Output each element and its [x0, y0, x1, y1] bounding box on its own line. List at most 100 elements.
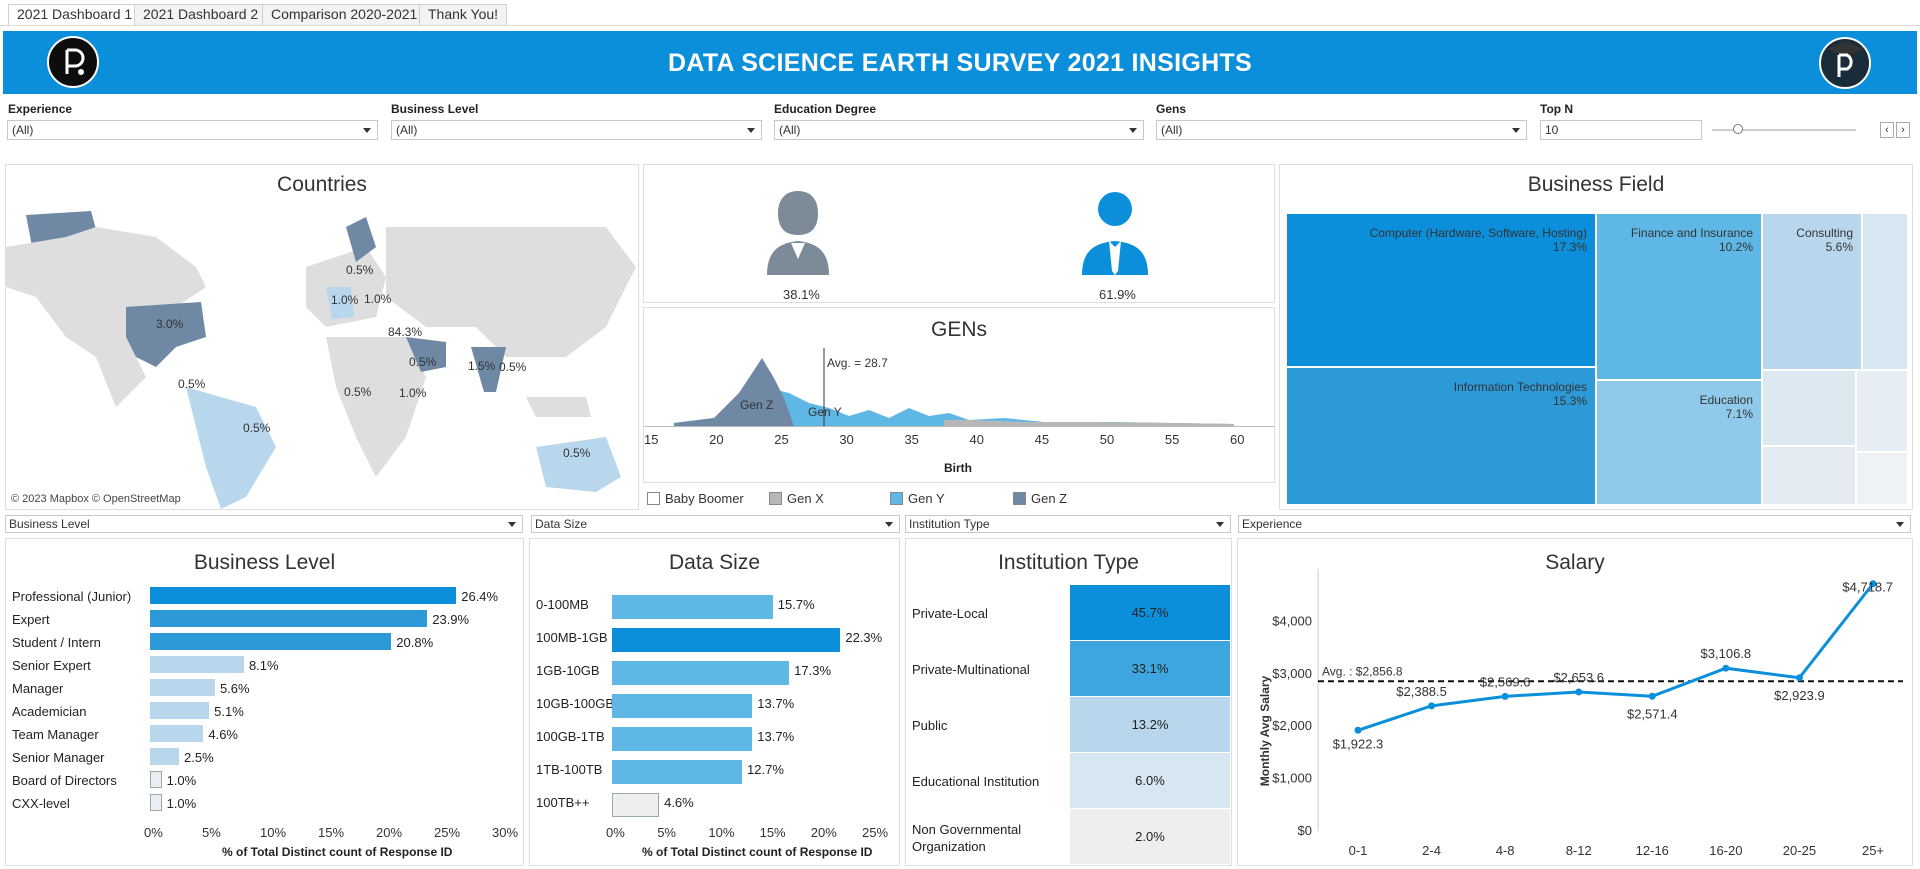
top-n-prev-button[interactable]: ‹ — [1880, 122, 1894, 138]
salary-xtick-label: 12-16 — [1636, 843, 1669, 858]
axis-tick-label: 15% — [318, 825, 345, 840]
bar[interactable] — [150, 633, 392, 650]
legend-swatch-gen-y[interactable] — [890, 492, 903, 505]
treemap-cell[interactable] — [1856, 370, 1908, 452]
treemap-cell[interactable] — [1762, 370, 1856, 446]
tab-comparison[interactable]: Comparison 2020-2021 — [262, 4, 427, 25]
tab-thank-you[interactable]: Thank You! — [419, 4, 508, 25]
legend-gen-x[interactable]: Gen X — [787, 491, 824, 506]
treemap-cell[interactable] — [1856, 452, 1908, 505]
legend-baby-boomer[interactable]: Baby Boomer — [665, 491, 744, 506]
treemap-computer-label: Computer (Hardware, Software, Hosting) 17… — [1369, 226, 1587, 254]
business-field-title: Business Field — [1527, 173, 1665, 196]
institution-cell[interactable] — [1070, 585, 1230, 641]
map-label-australia: 0.5% — [563, 446, 591, 460]
salary-point[interactable] — [1428, 702, 1436, 710]
gens-tick-label: 45 — [1034, 432, 1050, 447]
bar-value-label: 15.7% — [777, 597, 815, 612]
gens-xlabel: Birth — [944, 461, 972, 475]
filter-business-level-label: Business Level — [391, 102, 479, 116]
map-label: 0.5% — [409, 355, 437, 369]
bar-value-label: 4.6% — [664, 795, 694, 810]
bar[interactable] — [612, 661, 790, 685]
filter-education-dropdown[interactable]: (All) — [774, 120, 1144, 140]
business-level-selector[interactable]: Business Level — [5, 515, 523, 533]
data-size-selector[interactable]: Data Size — [531, 515, 900, 533]
salary-line-chart[interactable]: $0 $1,000 $2,000 $3,000 $4,000 0-1 2-4 4-8 8-12 1… — [1238, 539, 1914, 867]
bar[interactable] — [612, 595, 773, 619]
bar-category-label: Academician — [12, 704, 87, 719]
bar[interactable] — [612, 727, 753, 751]
bar[interactable] — [150, 587, 457, 604]
treemap-information-technologies[interactable]: Information Technologies 15.3% — [1286, 367, 1596, 505]
experience-selector[interactable]: Experience — [1238, 515, 1911, 533]
gens-tick-label: 55 — [1164, 432, 1180, 447]
bar[interactable] — [612, 793, 660, 817]
bar[interactable] — [150, 794, 162, 811]
bar[interactable] — [150, 679, 215, 696]
treemap-computer[interactable]: Computer (Hardware, Software, Hosting) 17… — [1286, 213, 1596, 367]
bar[interactable] — [150, 656, 244, 673]
tab-2021-dashboard-1[interactable]: 2021 Dashboard 1 — [8, 4, 142, 25]
gens-area-chart[interactable] — [644, 348, 1274, 428]
treemap-consulting[interactable]: Consulting 5.6% — [1762, 213, 1862, 370]
treemap-cell[interactable] — [1862, 213, 1908, 370]
top-n-value: 10 — [1545, 123, 1559, 137]
institution-cell[interactable] — [1070, 697, 1230, 753]
treemap-education[interactable]: Education 7.1% — [1596, 380, 1762, 505]
salary-point[interactable] — [1869, 580, 1877, 588]
filter-experience-label: Experience — [8, 102, 73, 116]
countries-panel: Countries 3.0% 0.5% 1.0% 1.0% 0.5% 84.3%… — [5, 164, 639, 510]
legend-swatch-baby-boomer[interactable] — [647, 492, 660, 505]
tab-2021-dashboard-2[interactable]: 2021 Dashboard 2 — [134, 4, 268, 25]
legend-gen-z[interactable]: Gen Z — [1031, 491, 1068, 506]
bar[interactable] — [612, 760, 743, 784]
top-n-slider-track[interactable] — [1712, 129, 1856, 131]
salary-ytick-label: $2,000 — [1272, 718, 1312, 733]
institution-cell[interactable] — [1070, 753, 1230, 809]
salary-point[interactable] — [1722, 664, 1730, 672]
salary-point[interactable] — [1354, 726, 1362, 734]
institution-cell[interactable] — [1070, 809, 1230, 865]
bar[interactable] — [150, 748, 179, 765]
salary-point[interactable] — [1795, 674, 1803, 682]
filter-business-level-value: (All) — [396, 123, 418, 137]
world-map[interactable] — [6, 207, 638, 509]
filter-business-level-dropdown[interactable]: (All) — [391, 120, 762, 140]
legend-swatch-gen-x[interactable] — [769, 492, 782, 505]
map-label-brazil: 0.5% — [243, 421, 271, 435]
bar[interactable] — [150, 725, 204, 742]
business-level-title: Business Level — [193, 551, 336, 574]
treemap-finance-label: Finance and Insurance 10.2% — [1630, 226, 1753, 254]
institution-cell[interactable] — [1070, 641, 1230, 697]
countries-title: Countries — [277, 173, 367, 196]
bar[interactable] — [612, 628, 841, 652]
filter-gens-value: (All) — [1161, 123, 1183, 137]
bar[interactable] — [150, 610, 428, 627]
salary-xtick-label: 0-1 — [1349, 843, 1368, 858]
legend-swatch-gen-z[interactable] — [1013, 492, 1026, 505]
salary-point[interactable] — [1501, 692, 1509, 700]
top-n-input[interactable]: 10 — [1540, 120, 1702, 140]
salary-point[interactable] — [1575, 688, 1583, 696]
bar[interactable] — [150, 702, 210, 719]
chevron-down-icon — [1216, 522, 1224, 527]
legend-gen-y[interactable]: Gen Y — [908, 491, 945, 506]
top-n-slider-handle[interactable] — [1733, 124, 1743, 134]
male-icon — [1082, 192, 1148, 275]
filter-gens-dropdown[interactable]: (All) — [1156, 120, 1527, 140]
institution-type-selector[interactable]: Institution Type — [905, 515, 1231, 533]
business-level-xlabel: % of Total Distinct count of Response ID — [222, 845, 453, 859]
treemap-finance[interactable]: Finance and Insurance 10.2% — [1596, 213, 1762, 380]
map-label: 1.0% — [331, 293, 359, 307]
filter-experience-dropdown[interactable]: (All) — [7, 120, 378, 140]
bar-category-label: 1TB-100TB — [536, 762, 603, 777]
bar[interactable] — [612, 694, 753, 718]
treemap-cell[interactable] — [1762, 446, 1856, 505]
bar-value-label: 23.9% — [432, 612, 470, 627]
axis-tick-label: 25% — [434, 825, 461, 840]
bar[interactable] — [150, 771, 162, 788]
salary-point[interactable] — [1648, 692, 1656, 700]
treemap-education-label: Education 7.1% — [1699, 393, 1753, 421]
top-n-next-button[interactable]: › — [1896, 122, 1910, 138]
